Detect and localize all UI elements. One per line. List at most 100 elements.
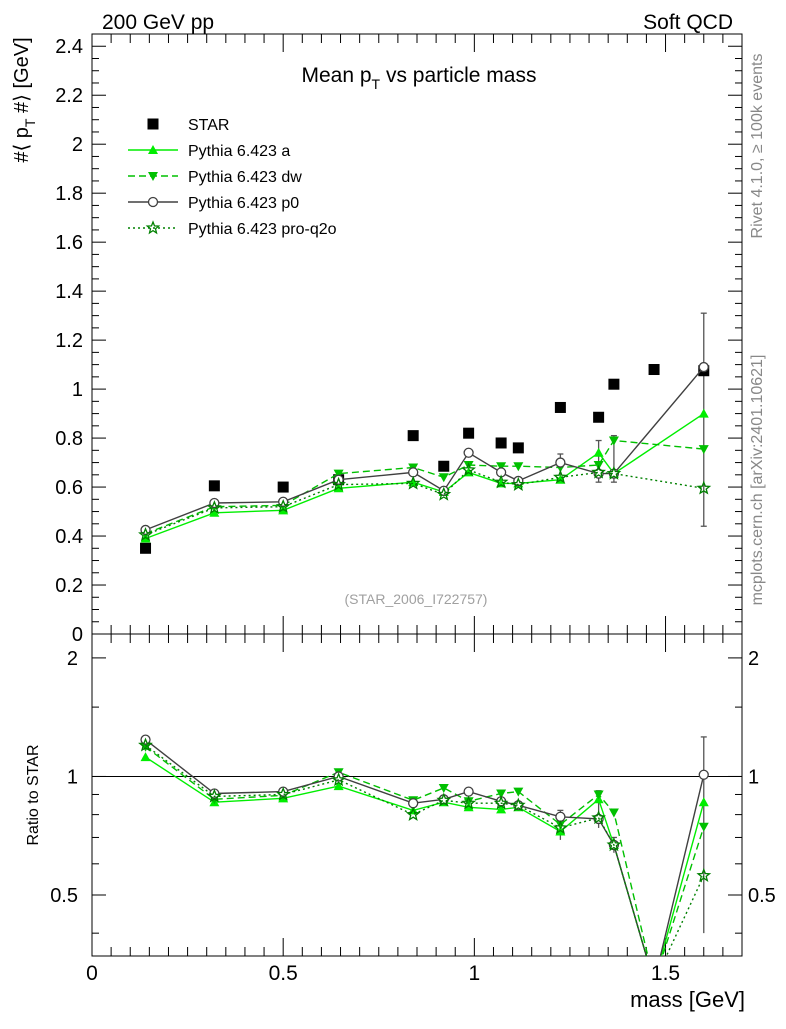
data-point-star: [512, 442, 524, 454]
data-point-star: [463, 427, 475, 439]
ratio-point-pythia_proq2o: [331, 772, 346, 787]
y-tick-label: 1.6: [55, 232, 83, 254]
header-right: Soft QCD: [643, 11, 733, 34]
legend-marker-pythia_a: [148, 145, 158, 154]
main-plot-area: [138, 312, 712, 554]
y-axis-label-main: #⟨ p: [11, 127, 33, 163]
data-point-pythia_proq2o: [206, 500, 222, 515]
ratio-point-pythia_dw: [496, 789, 507, 799]
ratio-plot-area: [138, 734, 712, 956]
y-tick-label: 1: [72, 379, 83, 401]
data-point-pythia_p0: [698, 361, 709, 373]
data-point-star: [648, 364, 660, 376]
y-axis-label-sub: T: [22, 118, 38, 127]
data-point-pythia_proq2o: [275, 498, 291, 513]
data-point-pythia_proq2o: [138, 527, 153, 542]
data-point-star: [593, 411, 605, 423]
legend-label-pythia_a: Pythia 6.423 a: [188, 143, 290, 160]
ratio-line-pythia_proq2o: [145, 744, 705, 956]
x-tick-label: 0.5: [269, 962, 298, 985]
y-tick-label: 1.4: [55, 281, 83, 303]
legend-marker-star: [147, 118, 159, 130]
y-tick-label: 2.2: [55, 85, 83, 107]
ratio-point-pythia_a: [333, 781, 344, 791]
ratio-point-pythia_proq2o: [405, 806, 421, 821]
ratio-y-tick-label: 1: [67, 766, 78, 788]
y-tick-label: 0.6: [55, 477, 83, 499]
y-tick-label: 0.4: [55, 526, 83, 548]
ratio-y-tick-label: 0.5: [50, 885, 78, 907]
ratio-point-pythia_proq2o: [510, 797, 526, 812]
ratio-point-pythia_dw: [698, 822, 709, 832]
ratio-point-pythia_proq2o: [493, 795, 509, 810]
axis-ticks: 0 0.2 0.4 0.6 0.8 1 1.2 1.4 1.6 1.8 2 2.2 2.4 0 0.5 1 1.…: [50, 33, 776, 985]
x-tick-label: 1: [469, 962, 481, 985]
y-tick-label: 0: [72, 624, 83, 646]
data-point-pythia_dw: [608, 436, 619, 446]
data-point-pythia_dw: [496, 462, 507, 472]
analysis-watermark: (STAR_2006_I722757): [345, 591, 488, 607]
ratio-y-tick-label-right: 2: [748, 648, 759, 670]
chart-title-sub: T: [372, 76, 381, 92]
data-point-pythia_a: [698, 408, 709, 418]
x-tick-label: 1.5: [651, 962, 680, 985]
mcplots-label: mcplots.cern.ch [arXiv:2401.10621]: [749, 355, 766, 606]
ratio-point-pythia_p0: [408, 798, 419, 809]
ratio-y-tick-label-right: 1: [748, 766, 759, 788]
y-tick-label: 2: [72, 134, 83, 156]
ratio-point-pythia_dw: [438, 783, 449, 793]
ratio-panel-frame: [91, 633, 743, 957]
ratio-point-pythia_p0: [463, 786, 474, 797]
ratio-point-pythia_p0: [333, 771, 344, 782]
rivet-label: Rivet 4.1.0, ≥ 100k events: [749, 54, 766, 239]
x-tick-label: 0: [86, 962, 98, 985]
data-point-pythia_proq2o: [696, 480, 712, 495]
ratio-point-pythia_proq2o: [461, 795, 476, 810]
chart-title-main: Mean p: [302, 64, 372, 87]
ratio-point-pythia_proq2o: [696, 867, 712, 882]
legend-label-pythia_proq2o: Pythia 6.423 pro-q2o: [188, 221, 337, 238]
series-line-pythia_p0: [145, 366, 705, 531]
data-point-pythia_dw: [698, 445, 709, 455]
chart-title: Mean pT vs particle mass: [302, 64, 537, 92]
y-tick-label: 1.2: [55, 330, 83, 352]
legend-label-star: STAR: [188, 117, 229, 134]
data-point-pythia_dw: [513, 462, 524, 472]
ratio-y-axis-label: Ratio to STAR: [25, 744, 42, 845]
ratio-point-pythia_dw: [463, 797, 474, 807]
data-point-pythia_a: [593, 447, 604, 457]
ratio-point-pythia_p0: [555, 811, 566, 822]
ratio-point-pythia_p0: [698, 769, 709, 780]
legend: STAR Pythia 6.423 a Pythia 6.423 dw Pythia …: [128, 117, 337, 238]
ratio-line-pythia_a: [145, 756, 705, 956]
data-point-star: [438, 460, 450, 472]
data-point-pythia_p0: [408, 467, 419, 478]
data-point-star: [407, 430, 419, 442]
data-point-pythia_proq2o: [553, 469, 568, 484]
data-point-star: [554, 401, 566, 413]
ratio-point-pythia_a: [463, 802, 474, 812]
data-point-pythia_proq2o: [436, 486, 452, 501]
ratio-point-pythia_dw: [513, 787, 524, 797]
data-point-pythia_proq2o: [591, 464, 606, 479]
legend-marker-pythia_proq2o: [145, 220, 161, 235]
data-point-star: [140, 542, 152, 554]
ratio-point-pythia_proq2o: [591, 810, 606, 825]
x-axis-label: mass [GeV]: [630, 987, 745, 1012]
data-point-star: [277, 481, 289, 493]
ratio-point-pythia_proq2o: [553, 820, 568, 835]
data-point-pythia_proq2o: [493, 474, 509, 489]
legend-marker-pythia_p0: [147, 196, 159, 208]
series-line-pythia_a: [145, 413, 705, 540]
ratio-point-pythia_proq2o: [436, 792, 452, 807]
ratio-y-tick-label-right: 0.5: [748, 885, 776, 907]
ratio-point-pythia_proq2o: [606, 837, 622, 852]
data-point-pythia_proq2o: [510, 476, 526, 491]
ratio-series-group: [138, 734, 712, 956]
y-axis-label-rest: #⟩ [GeV]: [11, 37, 33, 118]
ratio-point-pythia_a: [496, 804, 507, 814]
data-point-star: [608, 378, 620, 390]
chart-title-rest: vs particle mass: [380, 64, 536, 87]
data-point-pythia_proq2o: [331, 476, 346, 491]
data-point-pythia_p0: [555, 457, 566, 468]
